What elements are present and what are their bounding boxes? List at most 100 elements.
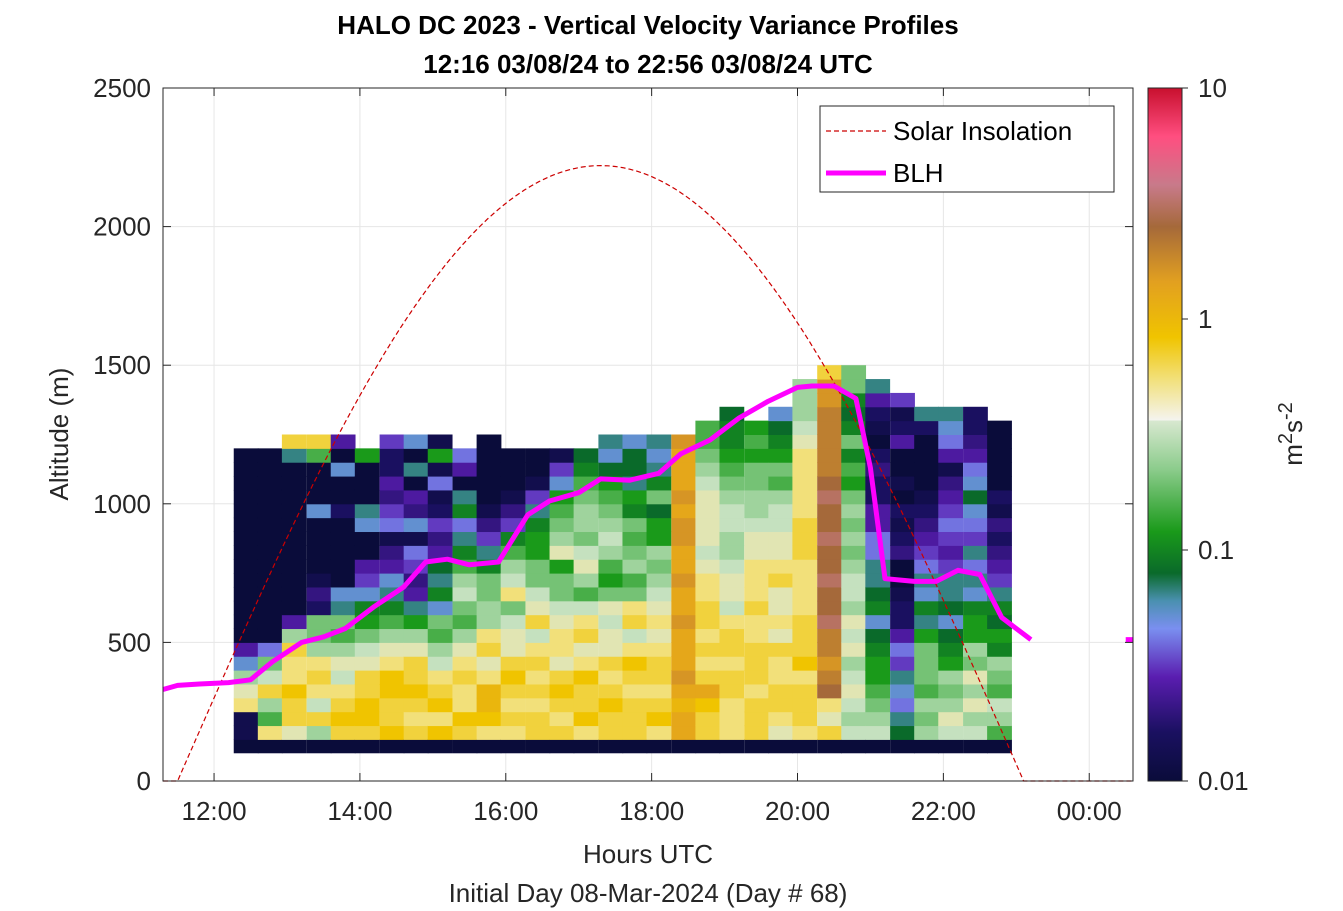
heatmap-cell [841, 670, 867, 685]
heatmap-cell [525, 656, 551, 671]
heatmap-cell [671, 614, 697, 630]
heatmap-cell [330, 711, 356, 727]
heatmap-cell [768, 614, 794, 630]
heatmap-cell [622, 545, 648, 560]
heatmap-cell [257, 600, 283, 616]
heatmap-cell [330, 448, 356, 463]
heatmap-cell [768, 517, 794, 533]
heatmap-cell [573, 462, 599, 477]
heatmap-cell [379, 573, 405, 588]
heatmap-cell [525, 476, 551, 491]
heatmap-cell [379, 725, 405, 740]
heatmap-cell [744, 476, 770, 491]
heatmap-cell [987, 697, 1012, 713]
heatmap-cell [403, 670, 429, 685]
heatmap-cell [427, 517, 453, 533]
heatmap-cell [890, 462, 915, 477]
heatmap-cell [841, 448, 867, 463]
heatmap-cell [330, 503, 356, 519]
heatmap-cell [403, 489, 429, 505]
heatmap-cell [257, 586, 283, 602]
colorbar-tick-label: 10 [1198, 73, 1227, 103]
heatmap-cell [403, 586, 429, 602]
heatmap-cell [963, 600, 988, 616]
heatmap-cell [817, 614, 842, 630]
heatmap-cell [427, 670, 453, 685]
heatmap-cell [792, 434, 818, 449]
heatmap-cell [573, 656, 599, 671]
heatmap-cell [671, 642, 697, 657]
heatmap-cell [817, 448, 842, 463]
heatmap-cell [330, 697, 356, 713]
heatmap-cell [914, 545, 939, 560]
heatmap-cell [817, 739, 842, 754]
heatmap-cell [330, 517, 356, 533]
heatmap-cell [427, 586, 453, 602]
heatmap-cell [573, 545, 599, 560]
heatmap-cell [573, 517, 599, 533]
heatmap-cell [379, 628, 405, 643]
heatmap-cell [914, 434, 939, 449]
heatmap-cell [865, 642, 891, 657]
x-tick-label: 22:00 [911, 796, 976, 826]
heatmap-cell [695, 670, 721, 685]
heatmap-cell [695, 628, 721, 643]
heatmap-cell [646, 517, 672, 533]
heatmap-cell [476, 697, 502, 713]
heatmap-cell [306, 531, 332, 546]
heatmap-cell [330, 642, 356, 657]
heatmap-cell [598, 559, 624, 574]
heatmap-cell [622, 697, 648, 713]
heatmap-cell [865, 683, 891, 699]
heatmap-cell [695, 711, 721, 727]
heatmap-cell [817, 573, 842, 588]
heatmap-cell [452, 739, 478, 754]
heatmap-cell [938, 448, 964, 463]
heatmap-cell [622, 448, 648, 463]
heatmap-cell [817, 670, 842, 685]
heatmap-cell [890, 489, 915, 505]
heatmap-cell [938, 489, 964, 505]
heatmap-cell [938, 586, 964, 602]
heatmap-cell [306, 448, 332, 463]
heatmap-cell [233, 503, 259, 519]
heatmap-cell [841, 697, 867, 713]
heatmap-cell [233, 697, 259, 713]
heatmap-cell [719, 545, 745, 560]
heatmap-cell [525, 517, 551, 533]
heatmap-cell [622, 600, 648, 616]
heatmap-cell [987, 503, 1012, 519]
heatmap-cell [865, 420, 891, 435]
heatmap-cell [476, 725, 502, 740]
heatmap-cell [379, 642, 405, 657]
heatmap-cell [671, 462, 697, 477]
heatmap-cell [695, 600, 721, 616]
heatmap-cell [890, 545, 915, 560]
heatmap-cell [719, 600, 745, 616]
heatmap-cell [987, 434, 1012, 449]
heatmap-cell [500, 600, 526, 616]
heatmap-cell [841, 503, 867, 519]
heatmap-cell [452, 697, 478, 713]
heatmap-cell [938, 531, 964, 546]
heatmap-cell [427, 628, 453, 643]
heatmap-cell [476, 683, 502, 699]
heatmap-cell [792, 406, 818, 422]
heatmap-cell [233, 711, 259, 727]
heatmap-cell [622, 573, 648, 588]
heatmap-cell [792, 683, 818, 699]
heatmap-cell [792, 656, 818, 671]
heatmap-cell [500, 462, 526, 477]
heatmap-cell [768, 656, 794, 671]
heatmap-cell [452, 586, 478, 602]
y-tick-label: 1500 [93, 350, 151, 380]
heatmap-cell [890, 559, 915, 574]
heatmap-cell [500, 489, 526, 505]
heatmap-cell [841, 614, 867, 630]
heatmap-cell [573, 725, 599, 740]
heatmap-cell [671, 573, 697, 588]
heatmap-cell [938, 476, 964, 491]
heatmap-cell [622, 586, 648, 602]
heatmap-cell [354, 503, 380, 519]
heatmap-cell [573, 448, 599, 463]
